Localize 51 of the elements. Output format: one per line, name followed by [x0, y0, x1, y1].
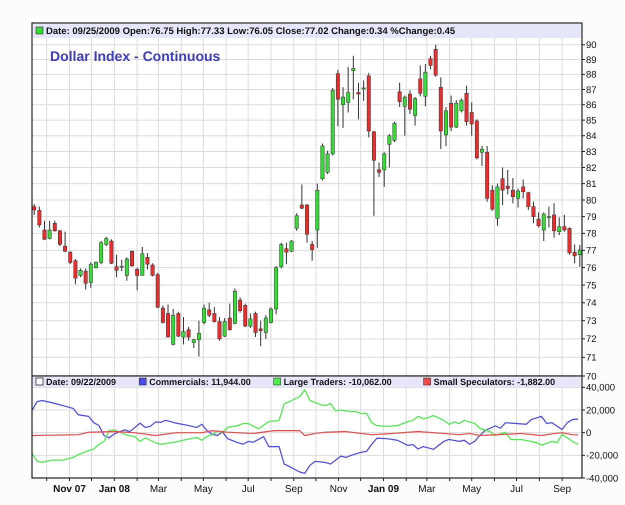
x-tick-label: Jan 09	[368, 484, 400, 495]
y-tick-label: 88	[586, 70, 597, 81]
y-tick-label: 0	[586, 428, 592, 439]
y-tick-label: 77	[586, 246, 597, 257]
y-tick-label: 79	[586, 212, 597, 223]
y-tick-label: 40,000	[586, 382, 616, 394]
legend-label: Small Speculators: -1,882.00	[434, 377, 556, 387]
text: Dollar Index - Continuous	[50, 48, 221, 64]
x-tick-label: May	[194, 484, 213, 495]
x-tick-label: May	[462, 484, 482, 495]
y-tick-label: 90	[586, 40, 597, 52]
line-series	[31, 389, 578, 463]
y-tick-label: 72	[586, 334, 597, 346]
x-tick-label: Mar	[418, 484, 436, 495]
y-tick-label: 87	[586, 84, 597, 96]
y-tick-label: 74	[586, 298, 597, 310]
y-tick-label: 81	[586, 178, 597, 190]
y-tick-label: 89	[586, 54, 597, 66]
x-tick-label: Jul	[242, 484, 255, 495]
y-tick-label: 84	[586, 131, 597, 142]
x-tick-label: Sep	[553, 484, 572, 495]
y-tick-label: 80	[586, 195, 597, 206]
y-tick-label: -20,000	[586, 450, 618, 462]
x-tick-label: Sep	[284, 484, 304, 495]
candlestick	[356, 82, 360, 120]
y-tick-label: 78	[586, 228, 597, 240]
chart-subtitle: Date: 09/25/2009 Open:76.75 High:77.33 Low:76.05 Close:77.02 Change:0.34 %Change:0.45	[46, 26, 456, 37]
legend-title: Date: 09/22/2009	[46, 377, 116, 387]
y-tick-label: 86	[586, 100, 597, 112]
x-tick-label: Jan 08	[98, 484, 130, 495]
candlestick	[351, 55, 356, 100]
candlestick	[310, 240, 314, 262]
line-series	[31, 400, 578, 474]
y-tick-label: 75	[586, 280, 597, 292]
x-tick-label: Jul	[510, 484, 523, 495]
x-tick-label: Nov 07	[53, 484, 86, 495]
y-tick-label: 83	[586, 146, 597, 158]
legend-label: Commercials: 11,944.00	[149, 377, 251, 387]
x-tick-label: Nov	[330, 484, 348, 495]
y-tick-label: 76	[586, 262, 597, 274]
y-tick-label: -40,000	[586, 473, 618, 484]
y-tick-label: 71	[586, 352, 597, 364]
legend-label: Large Traders: -10,062.00	[284, 377, 392, 387]
y-tick-label: 73	[586, 316, 597, 328]
y-tick-label: 85	[586, 115, 597, 126]
x-tick-label: Mar	[150, 484, 168, 495]
candlestick	[63, 231, 68, 253]
y-tick-label: 20,000	[586, 405, 616, 416]
y-tick-label: 82	[586, 162, 597, 174]
candlestick	[294, 212, 299, 232]
y-tick-label: 70	[586, 371, 597, 382]
